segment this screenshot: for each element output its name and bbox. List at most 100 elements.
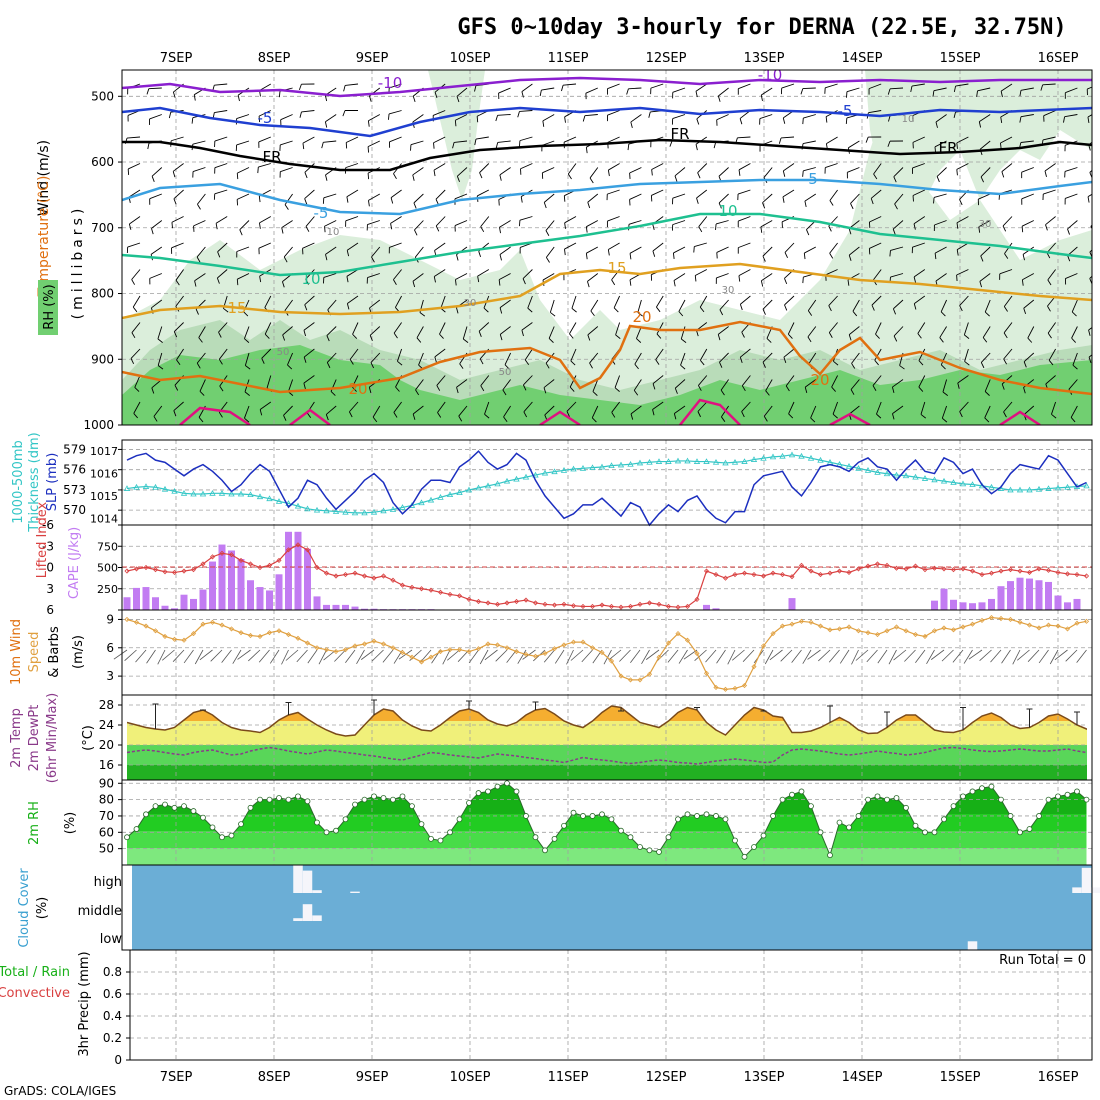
- thickness-point: [370, 508, 378, 515]
- rh2m-point: [865, 796, 871, 803]
- wind10-point: [380, 641, 387, 647]
- rh2m-title-b: (%): [63, 812, 78, 835]
- bottom-date-label: 9SEP: [356, 1070, 389, 1085]
- wind10-barb: [1012, 649, 1021, 665]
- wind-barb-flag: [198, 417, 204, 423]
- wind-barb: [303, 348, 315, 358]
- wind-barb-flag: [342, 110, 346, 117]
- wind-barb-flag: [760, 94, 763, 101]
- rh2m-point: [741, 853, 748, 860]
- wind-barb-flag: [564, 249, 566, 256]
- rh2m-point: [551, 835, 558, 842]
- wind-barb: [281, 220, 293, 229]
- wind-barb: [498, 87, 511, 94]
- wind10-barb: [780, 649, 793, 662]
- wind-barb-flag: [782, 117, 786, 124]
- wind-barb-flag: [436, 385, 441, 391]
- wind-barb-flag: [346, 250, 350, 257]
- wind-barb: [1071, 326, 1078, 339]
- thickness-point: [456, 489, 463, 496]
- wind-barb: [741, 375, 751, 386]
- wind-barb: [477, 189, 490, 197]
- wind-barb-flag: [669, 140, 673, 147]
- wind-barb-flag: [245, 365, 251, 370]
- rh2m-point: [1064, 791, 1071, 798]
- wind-barb: [941, 405, 948, 419]
- wind-barb-flag: [893, 335, 898, 342]
- wind-barb: [848, 246, 860, 256]
- rh2m-point: [618, 827, 624, 834]
- rh2m-point: [181, 803, 187, 810]
- wind10-point: [542, 650, 548, 657]
- run-total-label: Run Total = 0: [999, 953, 1086, 968]
- wind10-point: [152, 628, 159, 634]
- wind-barb-flag: [585, 226, 588, 233]
- wind-barb: [303, 322, 315, 331]
- wind-barb: [432, 110, 446, 116]
- wind-barb-flag: [956, 142, 958, 149]
- wind-barb-flag: [146, 88, 150, 95]
- wind10-point: [675, 631, 681, 637]
- thickness-point: [399, 504, 406, 510]
- rh2m-point: [257, 796, 263, 803]
- contour-label: FR: [670, 125, 689, 143]
- li-point: [570, 603, 577, 609]
- wind-barb-flag: [651, 169, 653, 176]
- wind-barb: [591, 405, 599, 418]
- wind-barb: [892, 220, 904, 230]
- wind-barb: [302, 136, 315, 144]
- bottom-date-label: 16SEP: [1038, 1070, 1079, 1085]
- wind-barb: [979, 273, 991, 282]
- cape-bar: [1064, 602, 1071, 610]
- contour-label: FR: [262, 148, 281, 166]
- wind-barb: [1096, 402, 1100, 415]
- wind-barb-flag: [195, 308, 199, 315]
- wind10-point: [580, 639, 586, 645]
- li-point: [1055, 569, 1061, 576]
- wind-barb: [784, 295, 795, 306]
- wind-barb-flag: [678, 311, 684, 317]
- wind-barb: [389, 83, 402, 89]
- cape-bar: [171, 608, 178, 610]
- wind10-point: [903, 628, 909, 634]
- cloud-panel: high middle low Cloud Cover (%): [17, 864, 1100, 951]
- cape-bar: [275, 574, 283, 610]
- wind-barb-flag: [893, 176, 897, 183]
- wind-barb-flag: [607, 249, 610, 256]
- wind-barb-flag: [193, 94, 196, 101]
- wind-barb: [1023, 405, 1035, 415]
- wind-barb-flag: [390, 197, 394, 204]
- wind-barb: [127, 242, 141, 248]
- wind-barb: [1021, 167, 1034, 173]
- li-point: [846, 569, 852, 576]
- wind-barb: [264, 295, 272, 308]
- wind-barb-flag: [264, 333, 270, 339]
- wind-barb-flag: [681, 338, 687, 343]
- wind-barb-flag: [807, 336, 812, 343]
- wind-barb-flag: [199, 390, 205, 396]
- wind-barb: [497, 114, 511, 116]
- wind-barb: [396, 348, 403, 362]
- wind-barb-flag: [1047, 279, 1052, 286]
- rh2m-point: [200, 814, 206, 821]
- wind10-barb: [420, 649, 432, 663]
- wind-barb-flag: [539, 90, 542, 97]
- li-point: [162, 569, 168, 575]
- thickness-point: [760, 454, 767, 461]
- li-point: [219, 550, 225, 556]
- wind10-barb: [296, 649, 308, 663]
- wind-barb: [352, 322, 359, 335]
- wind10-barb: [382, 649, 394, 663]
- wind-barb-flag: [627, 144, 630, 151]
- wind-barb-flag: [157, 338, 163, 343]
- wind-barb-flag: [1001, 171, 1005, 178]
- thickness-point: [560, 467, 568, 473]
- wind-barb: [480, 216, 490, 227]
- li-point: [950, 567, 957, 573]
- wind-barb-flag: [738, 275, 741, 282]
- wind-barb: [829, 242, 838, 254]
- wind-barb-flag: [932, 90, 935, 97]
- thickness-point: [731, 458, 739, 465]
- wind-barb-flag: [1019, 90, 1022, 97]
- wind-barb: [455, 273, 468, 280]
